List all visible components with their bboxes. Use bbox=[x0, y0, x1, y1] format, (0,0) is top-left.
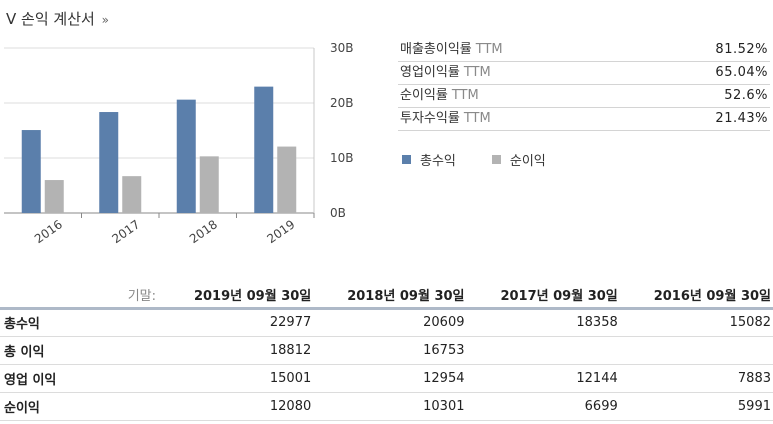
column-header: 2018년 09월 30일 bbox=[313, 282, 467, 310]
metric-value: 52.6% bbox=[724, 88, 768, 103]
table-cell: 12144 bbox=[466, 364, 620, 393]
table-row: 순이익 12080 10301 6699 5991 bbox=[0, 392, 773, 421]
metric-label: 매출총이익률 bbox=[400, 42, 472, 57]
bar-revenue bbox=[21, 130, 41, 213]
section-title-text: V 손익 계산서 bbox=[6, 10, 95, 28]
legend-item-revenue: 총수익 bbox=[402, 150, 456, 169]
y-tick-label: 10B bbox=[330, 151, 354, 165]
x-tick-label: 2018 bbox=[187, 217, 220, 246]
table-cell: 12080 bbox=[160, 392, 314, 421]
metric-suffix: TTM bbox=[475, 42, 503, 57]
table-cell: 15001 bbox=[160, 364, 314, 393]
metric-label: 투자수익률 bbox=[400, 111, 460, 126]
metric-row-operating-margin: 영업이익률 TTM 65.04% bbox=[398, 62, 770, 85]
metric-label: 순이익률 bbox=[400, 88, 448, 103]
metric-suffix: TTM bbox=[451, 88, 479, 103]
row-label: 순이익 bbox=[0, 392, 160, 421]
income-bar-chart: 0B 10B 20B 30B 2016 2017 2018 2019 bbox=[4, 41, 354, 246]
legend-label: 순이익 bbox=[509, 154, 546, 169]
metric-suffix: TTM bbox=[463, 111, 491, 126]
table-row: 총수익 22977 20609 18358 15082 bbox=[0, 308, 773, 337]
legend-label: 총수익 bbox=[420, 154, 456, 169]
column-header: 2019년 09월 30일 bbox=[160, 282, 314, 310]
metric-row-net-margin: 순이익률 TTM 52.6% bbox=[398, 85, 770, 108]
x-tick-label: 2017 bbox=[109, 217, 142, 246]
table-header-row: 기말: 2019년 09월 30일 2018년 09월 30일 2017년 09… bbox=[0, 282, 773, 310]
table-cell: 7883 bbox=[619, 364, 773, 393]
legend-swatch bbox=[402, 155, 411, 164]
income-statement-table: 기말: 2019년 09월 30일 2018년 09월 30일 2017년 09… bbox=[0, 282, 773, 421]
table-cell: 18812 bbox=[160, 336, 314, 365]
row-label: 영업 이익 bbox=[0, 364, 160, 393]
legend-swatch bbox=[491, 155, 501, 164]
metric-value: 81.52% bbox=[715, 42, 768, 57]
row-label: 총수익 bbox=[0, 308, 160, 337]
table-cell: 12954 bbox=[313, 364, 467, 393]
metric-label: 영업이익률 bbox=[400, 65, 460, 80]
legend-item-net-income: 순이익 bbox=[491, 150, 546, 169]
table-cell: 6699 bbox=[466, 392, 620, 421]
bar-revenue bbox=[99, 112, 119, 213]
y-tick-label: 30B bbox=[330, 41, 354, 55]
bar-net-income bbox=[277, 146, 297, 213]
column-header: 2017년 09월 30일 bbox=[466, 282, 620, 310]
section-title[interactable]: V 손익 계산서 » bbox=[6, 8, 109, 29]
chart-legend: 총수익 순이익 bbox=[402, 150, 582, 169]
table-cell: 10301 bbox=[313, 392, 467, 421]
metric-value: 65.04% bbox=[715, 65, 768, 80]
more-arrow-icon[interactable]: » bbox=[101, 13, 109, 27]
column-header: 2016년 09월 30일 bbox=[619, 282, 773, 310]
metric-row-roi: 투자수익률 TTM 21.43% bbox=[398, 108, 770, 131]
table-cell: 15082 bbox=[619, 308, 773, 337]
x-tick-label: 2016 bbox=[32, 217, 65, 246]
period-label: 기말: bbox=[0, 282, 160, 310]
bar-revenue bbox=[254, 86, 274, 213]
y-tick-label: 0B bbox=[330, 206, 346, 220]
bar-revenue bbox=[176, 99, 196, 213]
metric-row-gross-margin: 매출총이익률 TTM 81.52% bbox=[398, 39, 770, 62]
table-row: 영업 이익 15001 12954 12144 7883 bbox=[0, 364, 773, 393]
y-tick-label: 20B bbox=[330, 96, 354, 110]
bar-net-income bbox=[122, 176, 142, 213]
table-cell: 16753 bbox=[313, 336, 467, 365]
table-cell bbox=[466, 336, 620, 365]
bar-net-income bbox=[199, 156, 219, 213]
table-cell: 20609 bbox=[313, 308, 467, 337]
metric-suffix: TTM bbox=[463, 65, 491, 80]
table-cell bbox=[619, 336, 773, 365]
table-cell: 5991 bbox=[619, 392, 773, 421]
margin-metrics: 매출총이익률 TTM 81.52% 영업이익률 TTM 65.04% 순이익률 TTM… bbox=[398, 39, 770, 131]
x-tick-label: 2019 bbox=[264, 217, 297, 246]
bar-net-income bbox=[44, 180, 64, 213]
table-cell: 18358 bbox=[466, 308, 620, 337]
row-label: 총 이익 bbox=[0, 336, 160, 365]
table-cell: 22977 bbox=[160, 308, 314, 337]
table-row: 총 이익 18812 16753 bbox=[0, 336, 773, 365]
metric-value: 21.43% bbox=[715, 111, 768, 126]
